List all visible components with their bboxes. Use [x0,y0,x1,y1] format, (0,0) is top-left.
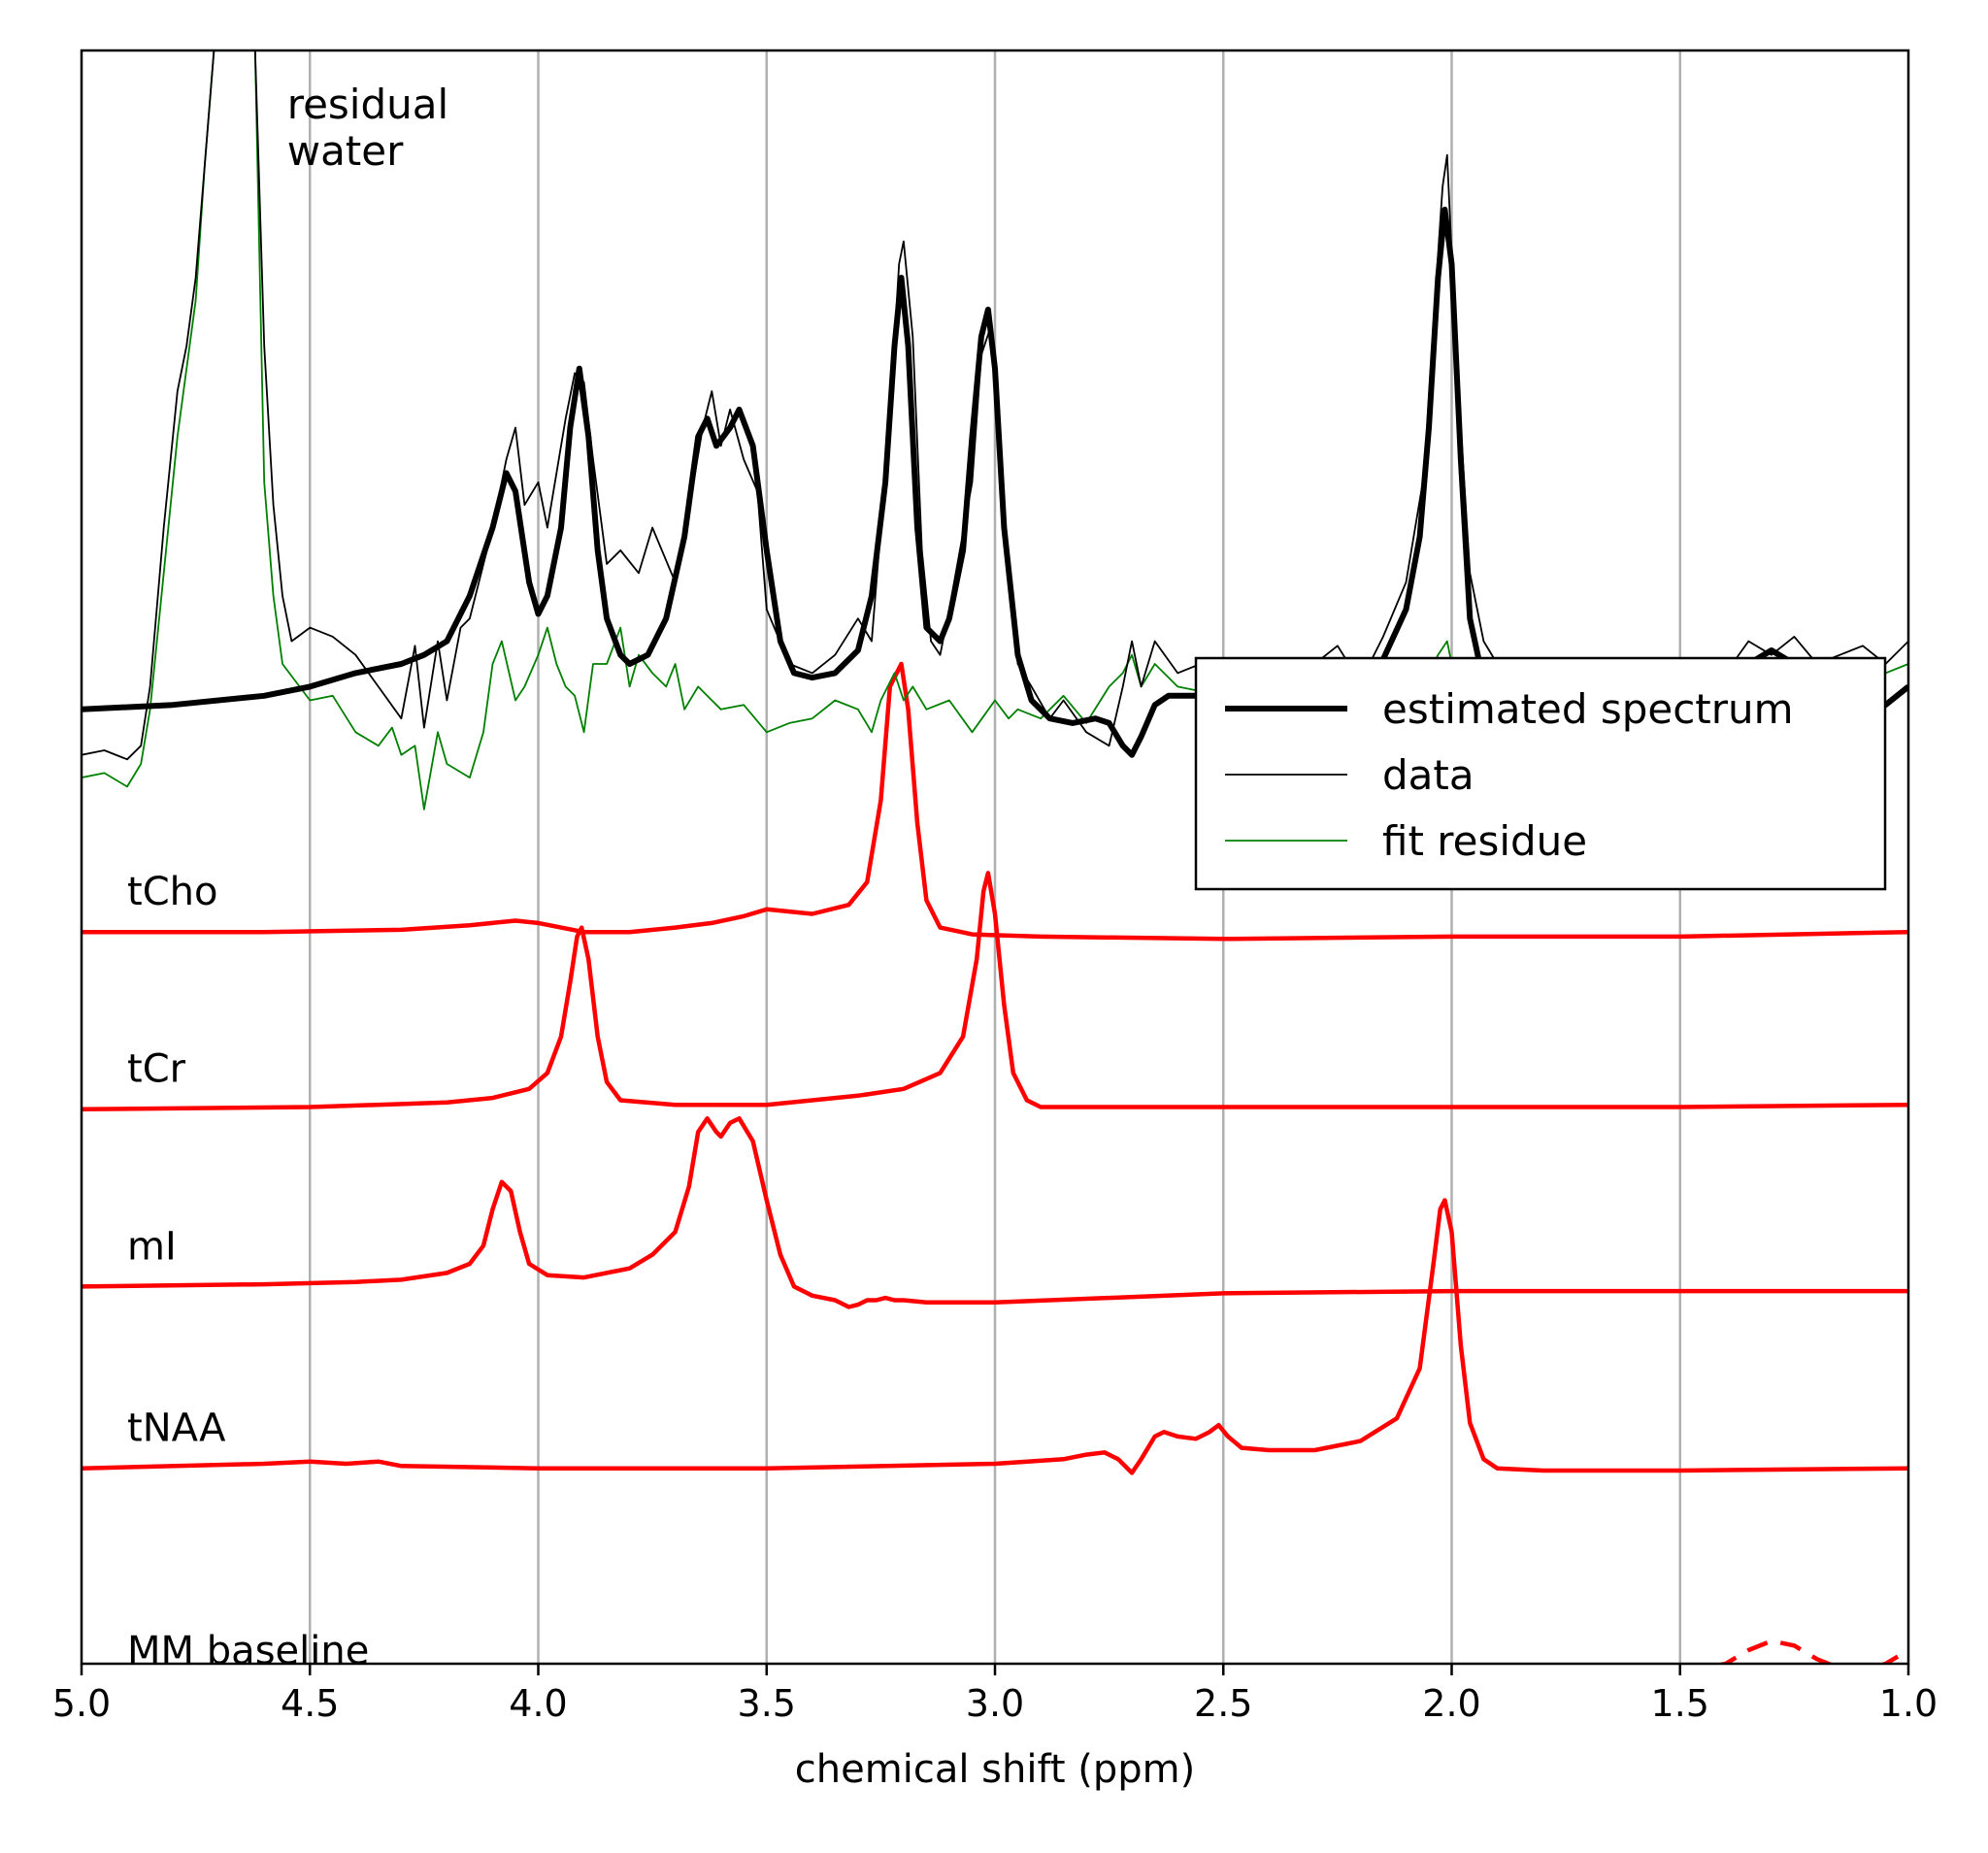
series-tcho [82,661,1908,942]
x-tick-label: 5.0 [52,1682,111,1725]
series-data [82,50,1908,761]
annotation-line: water [287,127,404,175]
legend-box [1194,656,1887,891]
label-tcho: tCho [127,870,217,914]
label-tcr: tCr [127,1047,186,1092]
series-tcr [82,871,1908,1112]
legend-label-estimated-spectrum: estimated spectrum [1382,685,1794,733]
label-tnaa: tNAA [127,1406,226,1451]
label-mi: mI [127,1224,177,1269]
trace-labels: tCho tCr mI tNAA MM baseline [127,870,369,1673]
x-tick-label: 2.0 [1422,1682,1480,1725]
x-tick-label: 1.0 [1879,1682,1938,1725]
legend: estimated spectrum data fit residue [1194,656,1887,891]
label-mm-baseline: MM baseline [127,1629,369,1673]
annotation-line: residual [287,81,448,128]
x-tick-label: 2.5 [1194,1682,1252,1725]
x-tick-label: 3.5 [738,1682,796,1725]
x-tick-label: 3.0 [966,1682,1024,1725]
residual-water-annotation: residual water [287,81,448,175]
legend-label-data: data [1382,751,1474,799]
series-mm-baseline [1714,1638,1908,1664]
component-traces [82,661,1908,1664]
legend-items: estimated spectrum data fit residue [1225,685,1794,865]
series-tnaa [82,1198,1908,1475]
x-tick-label: 4.5 [281,1682,339,1725]
x-axis-label: chemical shift (ppm) [795,1747,1195,1792]
x-axis-ticks: 5.0 4.5 4.0 3.5 3.0 2.5 2.0 1.5 1.0 [52,1664,1938,1725]
legend-label-fit-residue: fit residue [1382,817,1587,865]
x-tick-label: 4.0 [509,1682,567,1725]
series-mi [82,1115,1908,1309]
x-tick-label: 1.5 [1651,1682,1709,1725]
